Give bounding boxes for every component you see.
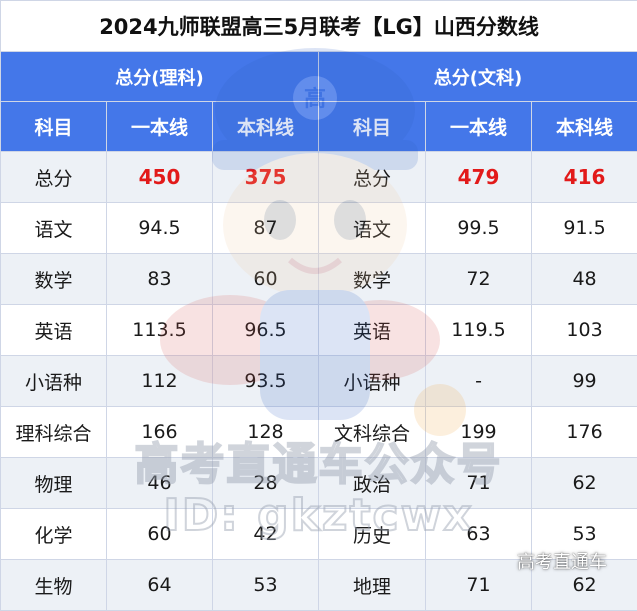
science-tier2-cell: 87 <box>213 203 319 254</box>
science-tier2-cell: 93.5 <box>213 356 319 407</box>
science-subject-header: 科目 <box>1 102 107 152</box>
arts-group-header: 总分(文科) <box>319 52 637 102</box>
science-subject-cell: 物理 <box>1 458 107 509</box>
table-row: 语文 94.5 87 语文 99.5 91.5 <box>1 203 637 254</box>
science-subject-cell: 总分 <box>1 152 107 203</box>
science-subject-cell: 小语种 <box>1 356 107 407</box>
page-title: 2024九师联盟高三5月联考【LG】山西分数线 <box>1 1 637 52</box>
arts-tier1-header: 一本线 <box>426 102 532 152</box>
arts-subject-cell: 历史 <box>319 509 426 560</box>
science-subject-cell: 生物 <box>1 560 107 611</box>
science-tier1-cell: 60 <box>107 509 213 560</box>
arts-subject-cell: 总分 <box>319 152 426 203</box>
science-subject-cell: 数学 <box>1 254 107 305</box>
table-row: 小语种 112 93.5 小语种 - 99 <box>1 356 637 407</box>
science-tier2-cell: 96.5 <box>213 305 319 356</box>
science-tier1-cell: 450 <box>107 152 213 203</box>
science-tier1-cell: 64 <box>107 560 213 611</box>
science-tier1-cell: 46 <box>107 458 213 509</box>
arts-tier2-cell: 91.5 <box>532 203 637 254</box>
arts-tier2-cell: 48 <box>532 254 637 305</box>
arts-tier1-cell: 71 <box>426 458 532 509</box>
science-tier2-cell: 128 <box>213 407 319 458</box>
science-tier1-cell: 83 <box>107 254 213 305</box>
arts-tier1-cell: 119.5 <box>426 305 532 356</box>
arts-tier2-header: 本科线 <box>532 102 637 152</box>
arts-tier2-cell: 62 <box>532 458 637 509</box>
science-group-header: 总分(理科) <box>1 52 319 102</box>
title-row: 2024九师联盟高三5月联考【LG】山西分数线 <box>1 1 637 52</box>
science-tier1-cell: 112 <box>107 356 213 407</box>
arts-tier2-cell: 103 <box>532 305 637 356</box>
science-tier2-cell: 60 <box>213 254 319 305</box>
arts-subject-cell: 地理 <box>319 560 426 611</box>
table-row: 总分 450 375 总分 479 416 <box>1 152 637 203</box>
table-row: 理科综合 166 128 文科综合 199 176 <box>1 407 637 458</box>
arts-subject-cell: 英语 <box>319 305 426 356</box>
group-header-row: 总分(理科) 总分(文科) <box>1 52 637 102</box>
science-tier2-header: 本科线 <box>213 102 319 152</box>
science-tier1-cell: 94.5 <box>107 203 213 254</box>
table-row: 数学 83 60 数学 72 48 <box>1 254 637 305</box>
science-subject-cell: 化学 <box>1 509 107 560</box>
arts-subject-cell: 文科综合 <box>319 407 426 458</box>
science-tier2-cell: 28 <box>213 458 319 509</box>
arts-subject-header: 科目 <box>319 102 426 152</box>
arts-tier1-cell: 63 <box>426 509 532 560</box>
science-subject-cell: 语文 <box>1 203 107 254</box>
arts-tier2-cell: 99 <box>532 356 637 407</box>
science-tier2-cell: 375 <box>213 152 319 203</box>
science-tier2-cell: 53 <box>213 560 319 611</box>
arts-tier1-cell: 71 <box>426 560 532 611</box>
arts-tier1-cell: 479 <box>426 152 532 203</box>
arts-subject-cell: 政治 <box>319 458 426 509</box>
arts-tier1-cell: 99.5 <box>426 203 532 254</box>
arts-tier1-cell: 72 <box>426 254 532 305</box>
arts-tier2-cell: 416 <box>532 152 637 203</box>
science-tier2-cell: 42 <box>213 509 319 560</box>
arts-subject-cell: 数学 <box>319 254 426 305</box>
science-tier1-header: 一本线 <box>107 102 213 152</box>
arts-subject-cell: 语文 <box>319 203 426 254</box>
column-header-row: 科目 一本线 本科线 科目 一本线 本科线 <box>1 102 637 152</box>
table-row: 英语 113.5 96.5 英语 119.5 103 <box>1 305 637 356</box>
science-subject-cell: 理科综合 <box>1 407 107 458</box>
arts-tier1-cell: - <box>426 356 532 407</box>
arts-tier2-cell: 176 <box>532 407 637 458</box>
arts-tier1-cell: 199 <box>426 407 532 458</box>
table-row: 物理 46 28 政治 71 62 <box>1 458 637 509</box>
science-tier1-cell: 166 <box>107 407 213 458</box>
arts-subject-cell: 小语种 <box>319 356 426 407</box>
science-tier1-cell: 113.5 <box>107 305 213 356</box>
science-subject-cell: 英语 <box>1 305 107 356</box>
corner-watermark: 高考直通车 <box>517 548 607 574</box>
